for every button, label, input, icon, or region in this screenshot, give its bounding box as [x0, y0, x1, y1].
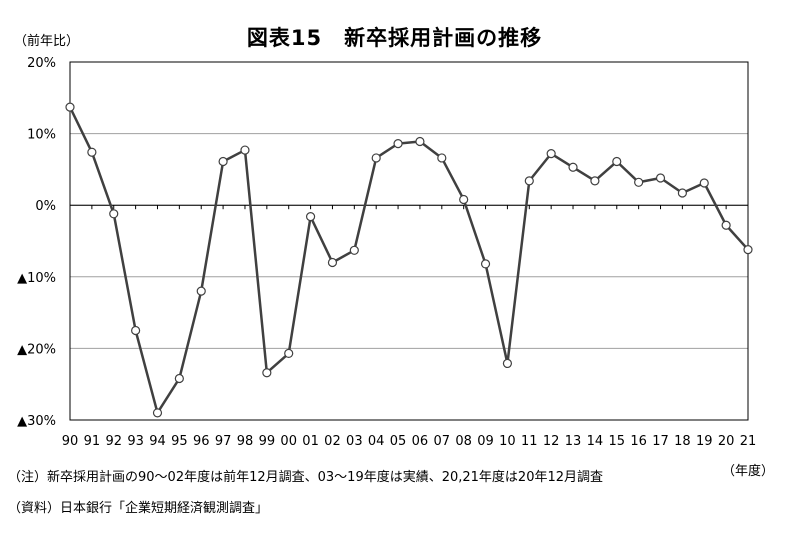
x-tick-label: 14 — [587, 434, 604, 449]
x-tick-label: 10 — [499, 434, 516, 449]
data-point — [262, 368, 272, 378]
data-point — [284, 348, 294, 359]
data-point — [634, 177, 644, 187]
x-tick-label: 12 — [543, 434, 560, 449]
y-tick-label: 10% — [27, 128, 56, 143]
data-point — [218, 156, 228, 167]
x-tick-label: 93 — [127, 434, 144, 449]
data-point — [568, 162, 578, 172]
data-point — [415, 136, 425, 147]
x-axis-label: （年度） — [722, 464, 775, 479]
y-tick-label: ▲30% — [17, 414, 56, 429]
y-tick-label: 20% — [27, 56, 56, 71]
data-point — [305, 212, 316, 222]
data-point — [240, 145, 250, 155]
x-tick-label: 95 — [171, 434, 188, 449]
data-point — [677, 188, 687, 198]
data-point — [655, 173, 666, 183]
y-axis-label: （前年比） — [14, 34, 80, 49]
data-point — [131, 325, 141, 336]
data-point — [524, 176, 534, 186]
data-point — [590, 176, 600, 186]
data-point — [612, 156, 622, 167]
data-point — [546, 149, 556, 159]
x-tick-label: 03 — [346, 434, 363, 449]
x-tick-label: 06 — [412, 434, 429, 449]
y-tick-labels: 20% 10% 0% ▲10% ▲20% ▲30% — [17, 56, 56, 429]
x-tick-label: 05 — [390, 434, 407, 449]
y-tick-label: ▲10% — [17, 271, 56, 286]
x-tick-label: 11 — [521, 434, 538, 449]
data-point — [502, 358, 513, 369]
x-tick-label: 96 — [193, 434, 210, 449]
data-point — [327, 257, 338, 268]
series-line — [68, 106, 749, 415]
x-tick-label: 13 — [565, 434, 582, 449]
x-tick-label: 20 — [718, 434, 735, 449]
data-point — [174, 373, 184, 384]
x-tick-label: 91 — [84, 434, 101, 449]
x-tick-label: 04 — [368, 434, 385, 449]
x-tick-label: 94 — [149, 434, 166, 449]
data-point — [371, 153, 381, 163]
data-point — [109, 209, 119, 219]
x-tick-label: 15 — [609, 434, 626, 449]
x-tick-label: 97 — [215, 434, 232, 449]
data-point — [196, 286, 206, 296]
x-tick-label: 18 — [674, 434, 691, 449]
x-tick-label: 16 — [630, 434, 647, 449]
data-point — [87, 147, 97, 157]
x-tick-label: 08 — [455, 434, 472, 449]
x-tick-label: 92 — [105, 434, 122, 449]
x-tick-label: 02 — [324, 434, 341, 449]
series-layer — [65, 102, 753, 418]
data-point — [393, 139, 403, 149]
y-tick-label: ▲20% — [17, 342, 56, 357]
x-tick-label: 90 — [62, 434, 79, 449]
x-tick-labels: 90 91 92 93 94 95 96 97 98 99 00 01 02 03 04 05 06 07 08 09… — [62, 434, 757, 449]
data-point — [65, 102, 75, 112]
data-point — [437, 153, 447, 163]
x-tick-label: 99 — [259, 434, 276, 449]
x-tick-label: 21 — [740, 434, 757, 449]
gridlines — [69, 133, 749, 349]
data-point — [349, 245, 359, 255]
y-tick-label: 0% — [35, 199, 56, 214]
data-point — [152, 408, 163, 418]
chart-source: （資料）日本銀行「企業短期経済観測調査」 — [8, 501, 269, 516]
x-tick-label: 19 — [696, 434, 713, 449]
data-point — [480, 259, 491, 269]
plot-frame — [69, 61, 749, 421]
data-point — [699, 178, 709, 188]
x-tick-label: 07 — [434, 434, 451, 449]
x-tick-label: 01 — [302, 434, 319, 449]
chart-note: （注）新卒採用計画の90〜02年度は前年12月調査、03〜19年度は実績、20,… — [8, 470, 604, 485]
data-point — [743, 244, 753, 255]
x-tick-label: 98 — [237, 434, 254, 449]
x-tick-label: 00 — [280, 434, 297, 449]
data-point — [721, 220, 731, 230]
chart-title: 図表15 新卒採用計画の推移 — [246, 26, 543, 50]
data-point — [459, 194, 469, 205]
x-tick-label: 17 — [652, 434, 669, 449]
x-tick-label: 09 — [477, 434, 494, 449]
